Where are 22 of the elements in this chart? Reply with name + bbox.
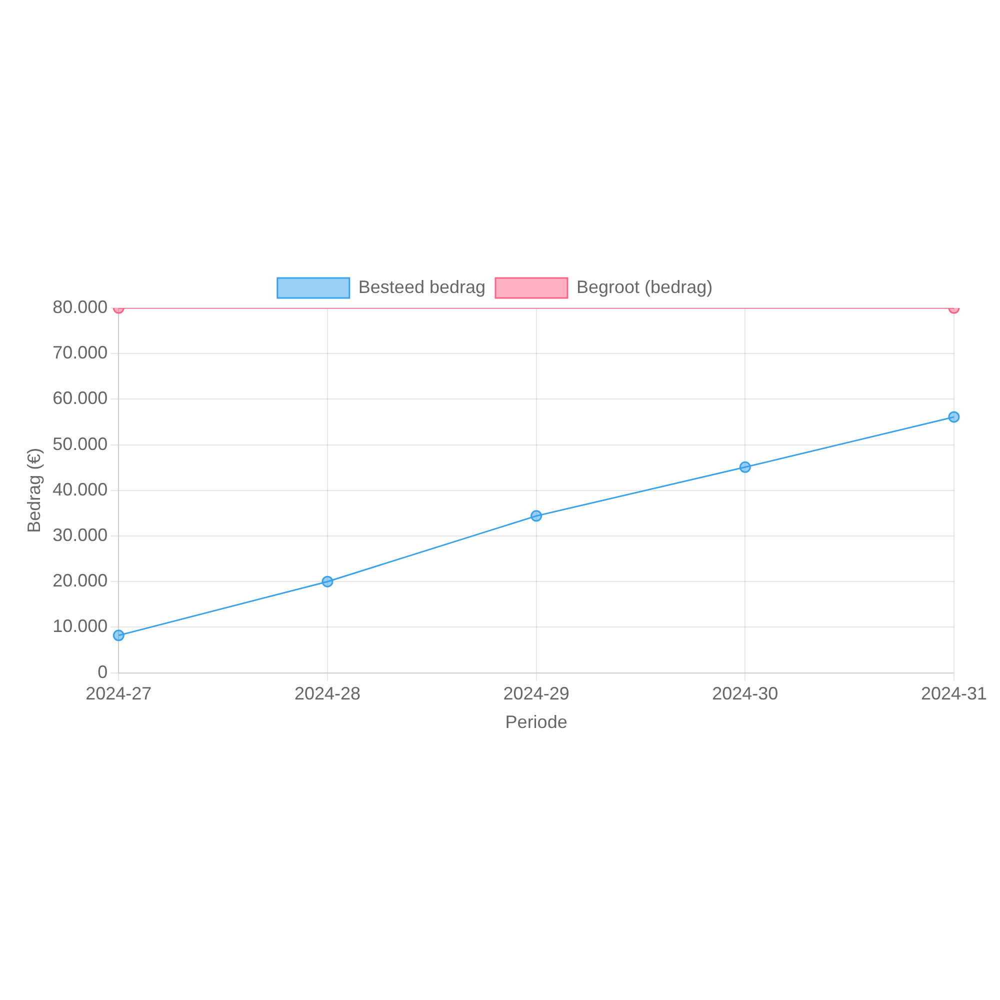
point [112, 630, 124, 642]
x-tick-label: 2024-29 [503, 684, 570, 704]
x-tick-label: 2024-28 [294, 684, 361, 704]
y-tick-label: 40.000 [52, 479, 108, 500]
y-tick-label: 30.000 [52, 524, 108, 545]
y-tick-label: 60.000 [52, 388, 108, 408]
x-tick-label: 2024-31 [920, 684, 987, 704]
legend-label: Besteed bedrag [358, 276, 486, 297]
point [530, 510, 542, 522]
y-tick-label: 70.000 [52, 342, 108, 363]
y-tick-label: 10.000 [52, 616, 108, 636]
y-tick-label: 20.000 [52, 570, 108, 591]
x-axis-title: Periode [505, 712, 568, 732]
x-tick-label: 2024-27 [86, 684, 152, 704]
point [739, 461, 751, 473]
y-tick-label: 80.000 [52, 296, 108, 317]
y-tick-label: 50.000 [52, 434, 108, 454]
x-tick-label: 2024-30 [712, 684, 778, 704]
point [322, 576, 334, 588]
legend-label: Begroot (bedrag) [576, 276, 713, 297]
y-axis-title: Bedrag (€) [24, 448, 44, 533]
y-tick-label: 0 [98, 662, 108, 682]
